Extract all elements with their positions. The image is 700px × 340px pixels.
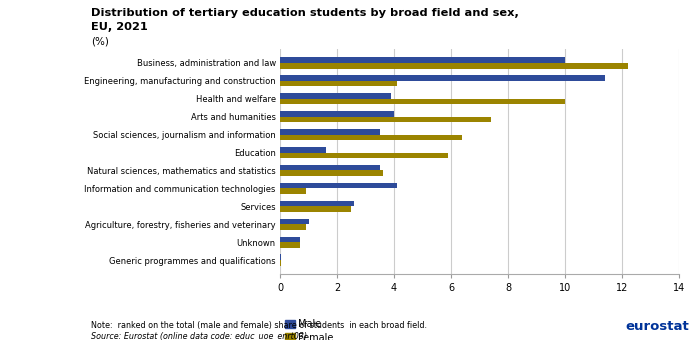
Bar (280, 170, 383, 176)
Bar (280, 117, 491, 122)
Bar (280, 75, 605, 81)
Bar (280, 188, 306, 194)
Text: eurostat: eurostat (626, 320, 690, 333)
Bar (280, 111, 394, 117)
Bar (280, 99, 565, 104)
Bar (280, 237, 300, 242)
Bar (280, 242, 300, 248)
Text: Distribution of tertiary education students by broad field and sex,: Distribution of tertiary education stude… (91, 8, 519, 18)
Text: EU, 2021: EU, 2021 (91, 22, 148, 32)
Text: (%): (%) (91, 36, 109, 46)
Bar (280, 201, 354, 206)
Bar (280, 219, 309, 224)
Bar (280, 129, 379, 135)
Bar (280, 153, 448, 158)
Bar (280, 165, 379, 170)
Text: Note:  ranked on the total (male and female) share of students  in each broad fi: Note: ranked on the total (male and fema… (91, 321, 427, 330)
Bar (280, 206, 351, 212)
Bar (280, 57, 565, 63)
Bar (280, 224, 306, 230)
Text: Source: Eurostat (online data code: educ_uoe_enrt03): Source: Eurostat (online data code: educ… (91, 332, 307, 340)
Bar (280, 93, 391, 99)
Bar (280, 147, 326, 153)
Bar (280, 81, 397, 86)
Bar (280, 135, 463, 140)
Bar (280, 63, 628, 68)
Bar (280, 183, 397, 188)
Legend: Male, Female: Male, Female (285, 319, 334, 340)
Bar (280, 260, 281, 266)
Bar (280, 255, 281, 260)
